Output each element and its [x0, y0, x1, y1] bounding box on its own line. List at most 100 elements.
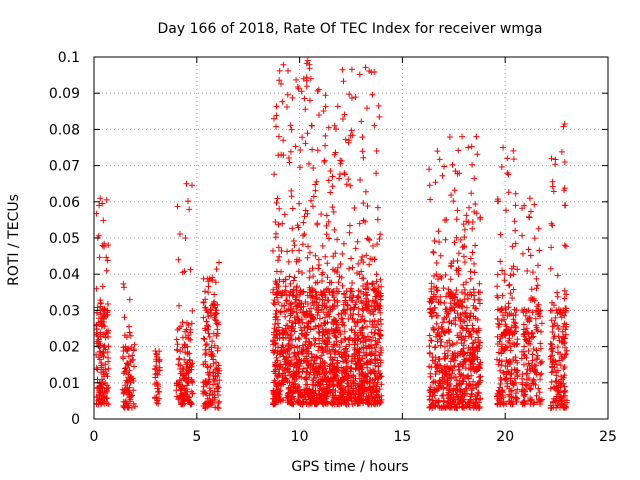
- data-point: [179, 319, 186, 326]
- data-point: [278, 344, 285, 351]
- data-point: [442, 272, 449, 278]
- data-point: [323, 222, 330, 229]
- data-point: [352, 301, 359, 308]
- data-point: [201, 304, 208, 311]
- data-point: [332, 250, 339, 257]
- data-point: [331, 349, 338, 356]
- data-point: [155, 357, 162, 364]
- data-point: [438, 328, 445, 335]
- data-point: [461, 405, 467, 411]
- data-point: [94, 366, 101, 373]
- data-point: [554, 402, 561, 409]
- data-point: [532, 315, 539, 322]
- data-point: [341, 171, 348, 178]
- data-point: [549, 329, 556, 335]
- data-point: [209, 350, 216, 357]
- data-point: [514, 266, 521, 273]
- data-point: [457, 329, 464, 336]
- data-point: [367, 351, 374, 358]
- data-point: [433, 284, 440, 291]
- data-point: [512, 320, 519, 327]
- data-point: [209, 391, 216, 398]
- data-point: [431, 392, 438, 399]
- data-point: [471, 269, 478, 276]
- data-point: [521, 397, 528, 404]
- data-point: [561, 320, 568, 327]
- data-point: [376, 236, 383, 242]
- data-point: [451, 374, 458, 381]
- data-point: [352, 382, 359, 389]
- data-point: [216, 367, 223, 374]
- data-point: [331, 151, 338, 158]
- data-point: [284, 91, 291, 98]
- data-point: [353, 361, 360, 368]
- data-point: [345, 176, 352, 183]
- data-point: [100, 217, 107, 224]
- data-point: [461, 234, 468, 241]
- data-point: [519, 250, 526, 257]
- data-point: [466, 381, 473, 387]
- data-point: [507, 290, 514, 297]
- data-point: [426, 363, 433, 370]
- data-point: [302, 332, 309, 339]
- data-point: [279, 326, 286, 333]
- data-point: [343, 181, 350, 188]
- data-point: [453, 267, 460, 274]
- data-point: [471, 260, 477, 267]
- data-point: [500, 144, 507, 151]
- data-point: [346, 91, 353, 98]
- data-point: [364, 280, 371, 286]
- data-point: [209, 338, 216, 345]
- data-point: [347, 182, 354, 189]
- data-point: [287, 148, 294, 155]
- data-point: [329, 183, 336, 190]
- data-point: [180, 372, 187, 378]
- data-point: [127, 332, 134, 339]
- data-point: [100, 331, 107, 338]
- data-point: [177, 231, 183, 237]
- data-point: [292, 362, 298, 369]
- data-point: [345, 388, 352, 395]
- data-point: [211, 396, 218, 403]
- data-point: [216, 398, 223, 405]
- data-point: [201, 336, 208, 343]
- data-point: [291, 242, 298, 249]
- data-point: [341, 322, 348, 329]
- data-point: [448, 375, 455, 382]
- data-point: [274, 195, 281, 202]
- data-point: [426, 182, 433, 189]
- data-point: [511, 306, 518, 313]
- data-point: [338, 316, 345, 322]
- data-point: [284, 104, 290, 110]
- data-point: [302, 396, 309, 403]
- data-point: [434, 361, 441, 368]
- data-point: [288, 357, 295, 364]
- data-point: [273, 112, 280, 119]
- data-point: [360, 299, 367, 306]
- data-point: [299, 270, 305, 276]
- data-point: [454, 310, 461, 317]
- data-point: [366, 336, 373, 343]
- data-point: [526, 213, 532, 220]
- data-point: [326, 308, 333, 315]
- data-point: [437, 342, 444, 349]
- data-point: [460, 221, 467, 228]
- data-point: [521, 352, 528, 359]
- data-point: [370, 324, 376, 330]
- data-point: [344, 348, 350, 355]
- data-point: [306, 97, 313, 104]
- data-point: [319, 366, 326, 373]
- data-point: [514, 386, 521, 393]
- data-point: [340, 387, 347, 394]
- data-point: [510, 316, 517, 323]
- data-point: [310, 165, 317, 171]
- data-point: [371, 285, 378, 292]
- data-point: [272, 392, 279, 399]
- data-point: [333, 126, 339, 133]
- data-point: [296, 247, 303, 254]
- data-point: [308, 197, 315, 204]
- data-point: [519, 375, 526, 382]
- data-point: [453, 216, 460, 223]
- data-point: [293, 356, 300, 363]
- data-point: [281, 367, 288, 374]
